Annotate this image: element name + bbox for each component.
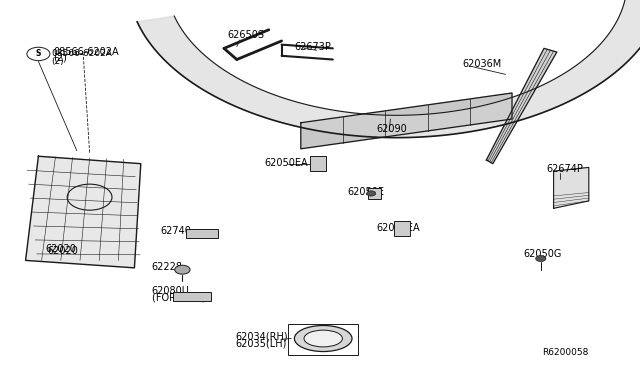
Text: 62020: 62020 (47, 246, 78, 256)
Ellipse shape (294, 326, 352, 352)
Text: 62036M: 62036M (462, 59, 501, 69)
Circle shape (536, 256, 546, 262)
Polygon shape (554, 167, 589, 208)
Text: 62035(LH): 62035(LH) (235, 339, 286, 348)
Text: 62080U: 62080U (152, 286, 189, 296)
Bar (368, 188, 381, 199)
Polygon shape (486, 48, 557, 164)
Bar (394, 221, 410, 236)
Polygon shape (137, 0, 640, 138)
Text: 62020: 62020 (45, 244, 76, 254)
Polygon shape (26, 156, 141, 268)
Text: R6200058: R6200058 (543, 348, 589, 357)
Text: 62673P: 62673P (294, 42, 332, 52)
Text: 62650S: 62650S (227, 30, 264, 39)
Text: 62090: 62090 (376, 125, 407, 134)
Text: (FOR SE-R): (FOR SE-R) (152, 293, 205, 302)
Circle shape (367, 191, 376, 196)
Text: 08566-6202A: 08566-6202A (53, 47, 119, 57)
Ellipse shape (304, 330, 342, 347)
Text: 08566-6202A: 08566-6202A (51, 49, 112, 58)
Bar (186, 229, 218, 238)
Text: 62050EA: 62050EA (264, 158, 308, 168)
Text: 62034(RH): 62034(RH) (235, 332, 287, 341)
Polygon shape (301, 93, 512, 149)
Circle shape (175, 265, 190, 274)
Text: 62674P: 62674P (546, 164, 583, 174)
Bar (173, 292, 211, 301)
Text: (2): (2) (51, 57, 64, 66)
Text: 62050G: 62050G (524, 249, 562, 259)
Text: 62050E: 62050E (348, 187, 385, 197)
Text: (2): (2) (53, 53, 67, 62)
Text: 62050EA: 62050EA (376, 223, 420, 232)
Text: 62228: 62228 (152, 262, 182, 272)
Bar (310, 156, 326, 171)
Bar (288, 324, 358, 355)
Text: 62740: 62740 (160, 226, 191, 235)
Text: S: S (36, 49, 41, 58)
